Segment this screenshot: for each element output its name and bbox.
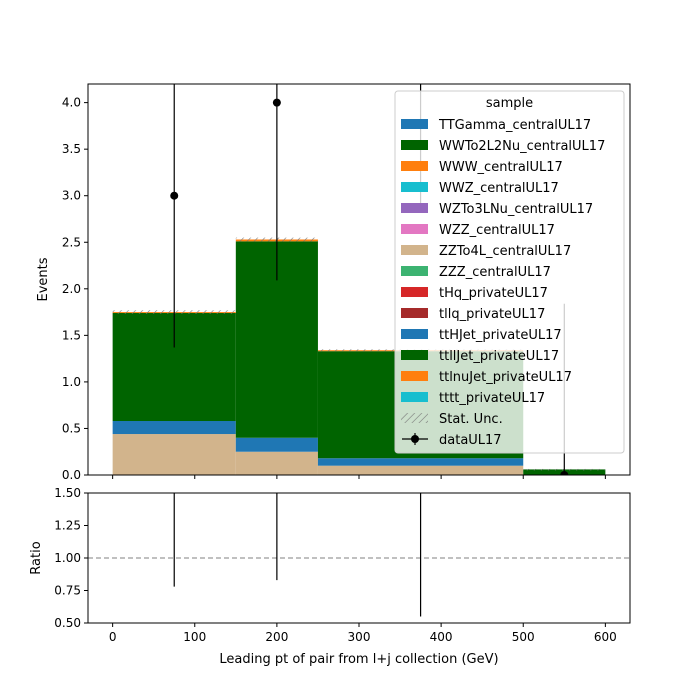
legend-entry-13: tttt_privateUL17 bbox=[401, 391, 545, 406]
legend-swatch-3 bbox=[401, 182, 428, 192]
legend-swatch-11 bbox=[401, 350, 428, 360]
legend-swatch-5 bbox=[401, 224, 428, 234]
legend-entry-7: ZZZ_centralUL17 bbox=[401, 265, 551, 280]
legend-title: sample bbox=[486, 96, 533, 111]
main-ytick-label-4: 2.0 bbox=[62, 282, 81, 296]
x-tick-label-0: 0 bbox=[109, 630, 117, 644]
legend-entry-2: WWW_centralUL17 bbox=[401, 160, 563, 175]
legend-label-1: WWTo2L2Nu_centralUL17 bbox=[439, 139, 605, 154]
legend-label-9: tllq_privateUL17 bbox=[439, 307, 545, 322]
ratio-points bbox=[173, 493, 422, 617]
legend-entry-1: WWTo2L2Nu_centralUL17 bbox=[401, 139, 605, 154]
legend: sample TTGamma_centralUL17 WWTo2L2Nu_cent… bbox=[394, 90, 625, 454]
ratio-y-ticks: 0.50 0.75 1.00 1.25 1.50 bbox=[54, 486, 88, 630]
legend-swatch-4 bbox=[401, 203, 428, 213]
legend-label-2: WWW_centralUL17 bbox=[439, 160, 563, 175]
main-x-ticks bbox=[112, 475, 606, 479]
legend-entries: TTGamma_centralUL17 WWTo2L2Nu_centralUL17… bbox=[401, 118, 605, 448]
data-point-0 bbox=[170, 191, 179, 200]
legend-entry-15: dataUL17 bbox=[402, 433, 502, 448]
legend-entry-4: WZTo3LNu_centralUL17 bbox=[401, 202, 593, 217]
bar-ZZTo4L_centralUL17-bin2 bbox=[317, 465, 524, 475]
legend-swatch-10 bbox=[401, 329, 428, 339]
legend-label-12: ttlnuJet_privateUL17 bbox=[439, 370, 572, 385]
legend-swatch-2 bbox=[401, 161, 428, 171]
legend-swatch-12 bbox=[401, 371, 428, 381]
ratio-panel: 0.50 0.75 1.00 1.25 1.50 0 100 200 300 400 500 600… bbox=[29, 486, 631, 644]
legend-entry-8: tHq_privateUL17 bbox=[401, 286, 548, 301]
bar-ttHJet_privateUL17-bin1 bbox=[235, 437, 318, 452]
legend-swatch-9 bbox=[401, 308, 428, 318]
main-ytick-label-1: 0.5 bbox=[62, 421, 81, 435]
legend-label-5: WZZ_centralUL17 bbox=[439, 223, 555, 238]
ratio-ytick-label-4: 1.50 bbox=[54, 486, 81, 500]
main-ytick-label-5: 2.5 bbox=[62, 235, 81, 249]
main-ytick-label-6: 3.0 bbox=[62, 189, 81, 203]
legend-label-14: Stat. Unc. bbox=[439, 412, 503, 427]
legend-swatch-8 bbox=[401, 287, 428, 297]
legend-entry-11: ttllJet_privateUL17 bbox=[401, 349, 559, 364]
legend-marker-15 bbox=[411, 435, 419, 443]
main-ytick-label-0: 0.0 bbox=[62, 468, 81, 482]
legend-label-4: WZTo3LNu_centralUL17 bbox=[439, 202, 593, 217]
main-ytick-label-7: 3.5 bbox=[62, 142, 81, 156]
main-y-ticks: 0.0 0.5 1.0 1.5 2.0 2.5 3.0 3.5 4.0 bbox=[62, 96, 88, 482]
bar-ZZTo4L_centralUL17-bin1 bbox=[235, 451, 318, 475]
bar-ttHJet_privateUL17-bin2 bbox=[317, 458, 524, 466]
legend-label-7: ZZZ_centralUL17 bbox=[439, 265, 551, 280]
ratio-axes-frame bbox=[87, 492, 631, 624]
x-tick-label-6: 600 bbox=[594, 630, 617, 644]
legend-label-0: TTGamma_centralUL17 bbox=[438, 118, 591, 133]
main-ytick-label-3: 1.5 bbox=[62, 328, 81, 342]
legend-label-15: dataUL17 bbox=[439, 433, 502, 448]
legend-entry-3: WWZ_centralUL17 bbox=[401, 181, 559, 196]
legend-swatch-6 bbox=[401, 245, 428, 255]
legend-box bbox=[394, 90, 625, 454]
legend-label-3: WWZ_centralUL17 bbox=[439, 181, 559, 196]
ratio-ytick-label-1: 0.75 bbox=[54, 584, 81, 598]
main-y-axis-label: Events bbox=[36, 257, 51, 301]
x-tick-label-2: 200 bbox=[265, 630, 288, 644]
main-axes-frame bbox=[87, 83, 631, 476]
legend-swatch-0 bbox=[401, 119, 428, 129]
legend-label-13: tttt_privateUL17 bbox=[439, 391, 545, 406]
bar-ZZTo4L_centralUL17-bin0 bbox=[112, 434, 236, 475]
x-tick-label-5: 500 bbox=[512, 630, 535, 644]
legend-entry-10: ttHJet_privateUL17 bbox=[401, 328, 562, 343]
legend-entry-5: WZZ_centralUL17 bbox=[401, 223, 555, 238]
legend-swatch-13 bbox=[401, 392, 428, 402]
legend-label-6: ZZTo4L_centralUL17 bbox=[439, 244, 571, 259]
x-tick-label-4: 400 bbox=[430, 630, 453, 644]
legend-label-10: ttHJet_privateUL17 bbox=[439, 328, 562, 343]
ratio-y-axis-label: Ratio bbox=[29, 541, 44, 574]
ratio-x-ticks: 0 100 200 300 400 500 600 bbox=[109, 623, 617, 644]
data-point-1 bbox=[272, 98, 281, 107]
legend-entry-12: ttlnuJet_privateUL17 bbox=[401, 370, 572, 385]
legend-swatch-7 bbox=[401, 266, 428, 276]
legend-entry-0: TTGamma_centralUL17 bbox=[401, 118, 591, 133]
legend-entry-14: Stat. Unc. bbox=[401, 412, 503, 427]
main-ytick-label-2: 1.0 bbox=[62, 375, 81, 389]
ratio-ytick-label-3: 1.25 bbox=[54, 519, 81, 533]
legend-swatch-14 bbox=[401, 413, 428, 423]
legend-entry-9: tllq_privateUL17 bbox=[401, 307, 545, 322]
x-tick-label-3: 300 bbox=[348, 630, 371, 644]
x-tick-label-1: 100 bbox=[183, 630, 206, 644]
legend-label-11: ttllJet_privateUL17 bbox=[439, 349, 559, 364]
legend-label-8: tHq_privateUL17 bbox=[439, 286, 548, 301]
ratio-ytick-label-0: 0.50 bbox=[54, 616, 81, 630]
x-axis-label: Leading pt of pair from l+j collection (… bbox=[219, 652, 498, 667]
data-point-3 bbox=[560, 471, 569, 475]
legend-entry-6: ZZTo4L_centralUL17 bbox=[401, 244, 571, 259]
legend-swatch-1 bbox=[401, 140, 428, 150]
ratio-ytick-label-2: 1.00 bbox=[54, 551, 81, 565]
bar-ttHJet_privateUL17-bin0 bbox=[112, 421, 236, 435]
main-ytick-label-8: 4.0 bbox=[62, 96, 81, 110]
